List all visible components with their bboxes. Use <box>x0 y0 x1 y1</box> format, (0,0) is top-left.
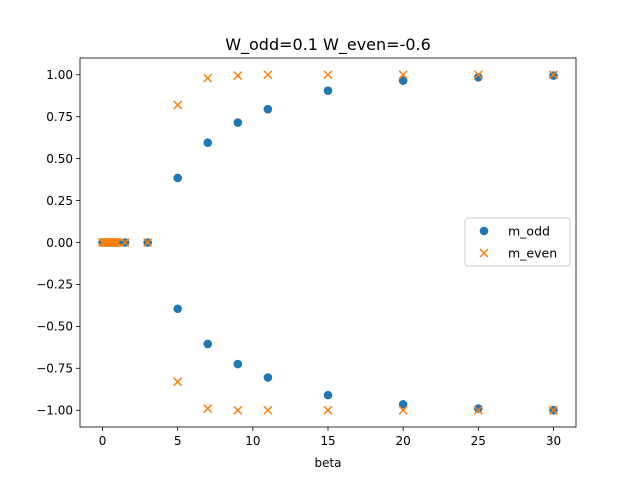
legend-marker-m_odd <box>479 226 489 236</box>
m_even-point <box>203 73 213 83</box>
m_even-point <box>398 70 408 80</box>
y-tick-label: 0.75 <box>46 110 73 124</box>
m_even-point <box>173 377 183 387</box>
legend-label-m_odd: m_odd <box>508 224 550 239</box>
m_odd-point <box>398 76 408 85</box>
m_odd-point <box>263 373 273 382</box>
x-tick-label: 5 <box>174 434 182 448</box>
legend: m_odd m_even <box>464 217 571 267</box>
plot-area: 0 5 10 15 20 25 30 −1.00 −0.75 −0.50 −0.25 0.00 0.25… <box>36 57 577 448</box>
y-tick-label: 0.50 <box>46 152 73 166</box>
m_even-point <box>473 70 483 80</box>
m_odd-point <box>323 86 333 96</box>
m_even-point <box>113 237 123 248</box>
m_odd-point <box>203 138 213 148</box>
m_odd-point <box>474 72 483 82</box>
m_even-point <box>323 405 333 415</box>
axes-frame <box>79 57 577 428</box>
m_odd-point <box>173 304 182 314</box>
m_odd-point <box>263 104 273 114</box>
m_odd-point <box>233 118 243 127</box>
m_even-point <box>111 237 121 248</box>
y-tick-label: −0.25 <box>36 278 73 292</box>
y-tick-label: −1.00 <box>36 404 73 418</box>
m_odd-point <box>474 404 483 413</box>
legend-label-m_even: m_even <box>508 246 557 261</box>
x-axis-label: beta <box>314 456 341 470</box>
y-tick-label: 1.00 <box>46 68 73 82</box>
y-tick-label: 0.25 <box>46 194 73 208</box>
x-tick-label: 30 <box>546 434 561 448</box>
chart-title: W_odd=0.1 W_even=-0.6 <box>225 35 431 55</box>
m_odd-point <box>398 400 408 409</box>
m_even-point <box>548 405 558 415</box>
m_even-point <box>473 405 483 415</box>
m_even-point <box>110 237 120 248</box>
m_odd-point <box>323 390 333 400</box>
m_even-point <box>398 405 408 415</box>
m_even-point <box>263 70 273 80</box>
m_odd-point <box>173 173 182 183</box>
m_even-point <box>203 404 213 414</box>
series-m_even <box>98 70 558 415</box>
m_even-point <box>548 70 558 80</box>
m_even-point <box>143 237 153 248</box>
y-tick-label: −0.50 <box>36 320 73 334</box>
m_even-point <box>323 70 333 80</box>
m_even-point <box>233 405 243 415</box>
x-tick-label: 20 <box>396 434 411 448</box>
m_odd-point <box>233 359 243 369</box>
y-tick-label: 0.00 <box>46 236 73 250</box>
m_even-point <box>120 237 130 248</box>
m_odd-point <box>203 339 213 349</box>
x-tick-label: 15 <box>320 434 335 448</box>
x-tick-label: 0 <box>99 434 107 448</box>
m_even-point <box>263 405 273 415</box>
m_even-point <box>173 100 183 110</box>
legend-marker-m_even <box>479 248 489 258</box>
m_even-point <box>233 71 243 81</box>
legend-box <box>464 217 571 267</box>
x-tick-label: 25 <box>471 434 486 448</box>
y-tick-label: −0.75 <box>36 362 73 376</box>
x-tick-label: 10 <box>245 434 260 448</box>
